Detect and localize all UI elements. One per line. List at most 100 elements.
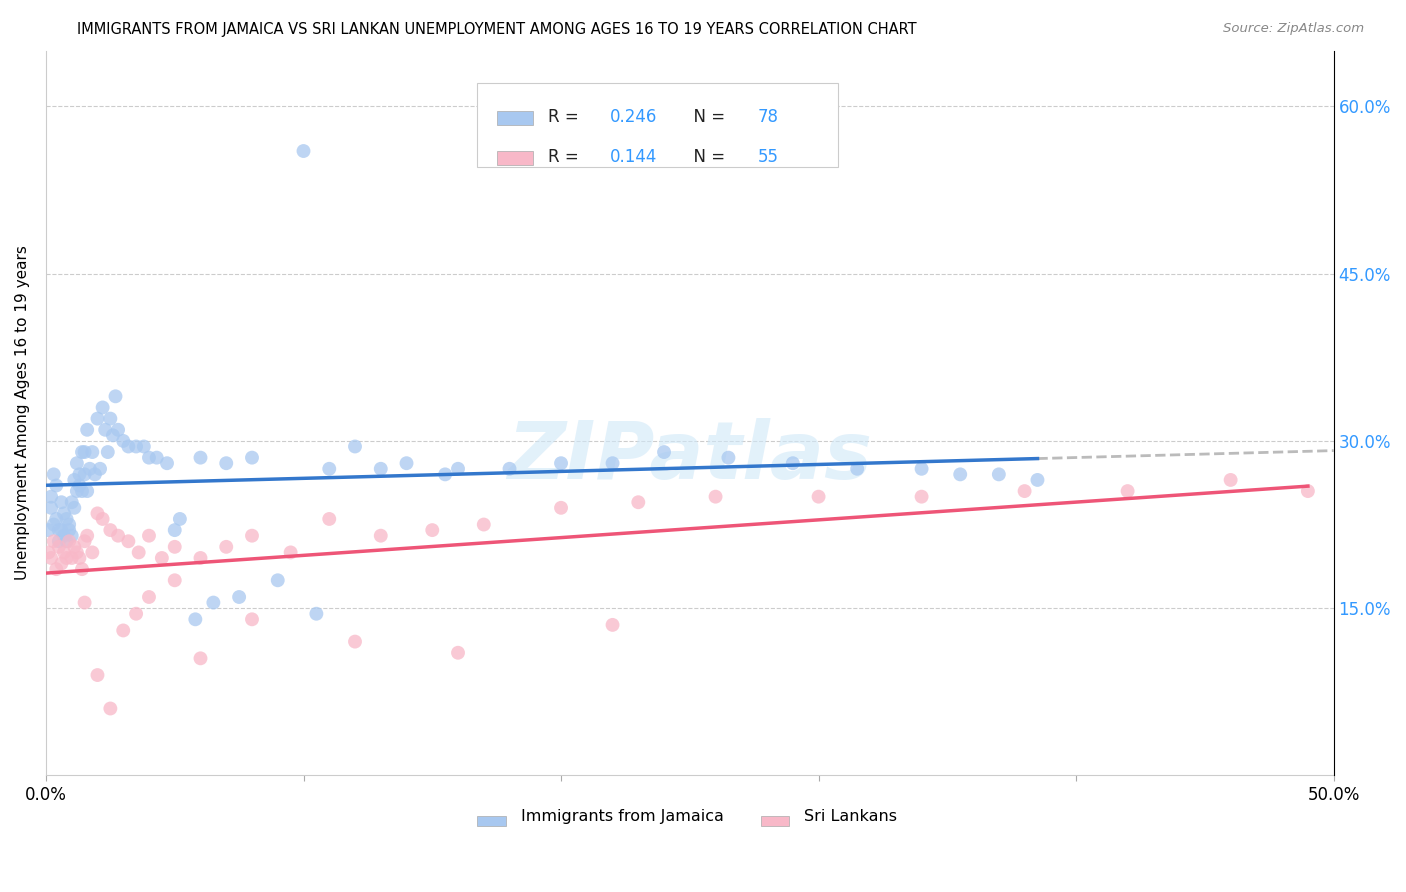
Point — [63, 473, 86, 487]
Point — [1116, 484, 1139, 499]
Point — [58, 517, 80, 532]
Point — [53, 529, 76, 543]
Point — [48, 540, 70, 554]
Point — [73, 596, 96, 610]
Point — [55, 534, 77, 549]
Point — [58, 523, 80, 537]
Text: Immigrants from Jamaica: Immigrants from Jamaica — [522, 809, 724, 824]
Point — [318, 462, 340, 476]
Point — [39, 490, 62, 504]
Point — [910, 490, 932, 504]
Point — [107, 529, 129, 543]
Point — [420, 523, 443, 537]
Text: ZIPatlas: ZIPatlas — [508, 417, 872, 496]
Point — [163, 540, 186, 554]
Point — [69, 467, 91, 482]
Point — [45, 562, 67, 576]
Point — [169, 512, 191, 526]
Point — [190, 450, 212, 465]
Point — [602, 618, 624, 632]
Point — [48, 523, 70, 537]
Point — [627, 495, 650, 509]
Point — [292, 144, 315, 158]
Point — [395, 456, 418, 470]
Point — [69, 551, 91, 566]
Point — [550, 456, 572, 470]
Point — [51, 557, 73, 571]
Point — [145, 450, 167, 465]
Point — [267, 574, 290, 588]
Text: IMMIGRANTS FROM JAMAICA VS SRI LANKAN UNEMPLOYMENT AMONG AGES 16 TO 19 YEARS COR: IMMIGRANTS FROM JAMAICA VS SRI LANKAN UN… — [77, 22, 917, 37]
Point — [76, 529, 98, 543]
Point — [73, 534, 96, 549]
Point — [717, 450, 740, 465]
Point — [602, 456, 624, 470]
Point — [949, 467, 972, 482]
Point — [48, 534, 70, 549]
Point — [370, 462, 392, 476]
Point — [215, 456, 238, 470]
Point — [150, 551, 173, 566]
Point — [184, 612, 207, 626]
Point — [66, 456, 89, 470]
Text: R =: R = — [548, 148, 583, 166]
Point — [60, 495, 83, 509]
Point — [66, 545, 89, 559]
Point — [91, 512, 114, 526]
Point — [107, 423, 129, 437]
Point — [163, 523, 186, 537]
Text: N =: N = — [683, 108, 731, 126]
FancyBboxPatch shape — [478, 83, 838, 167]
Point — [370, 529, 392, 543]
Point — [104, 389, 127, 403]
Text: 0.246: 0.246 — [610, 108, 658, 126]
Point — [318, 512, 340, 526]
Point — [42, 467, 65, 482]
Point — [280, 545, 302, 559]
Point — [45, 512, 67, 526]
Point — [55, 512, 77, 526]
Point — [45, 478, 67, 492]
Point — [60, 551, 83, 566]
Point — [53, 545, 76, 559]
Point — [51, 495, 73, 509]
Point — [228, 590, 250, 604]
Point — [156, 456, 179, 470]
Y-axis label: Unemployment Among Ages 16 to 19 years: Unemployment Among Ages 16 to 19 years — [15, 245, 30, 581]
Point — [550, 500, 572, 515]
Point — [66, 484, 89, 499]
Point — [70, 484, 93, 499]
Point — [128, 545, 150, 559]
Point — [240, 612, 263, 626]
Point — [1219, 473, 1241, 487]
Point — [38, 545, 60, 559]
Point — [112, 624, 135, 638]
Point — [101, 428, 124, 442]
Point — [79, 462, 101, 476]
Bar — [496, 151, 533, 165]
Point — [63, 500, 86, 515]
Point — [215, 540, 238, 554]
Point — [138, 450, 160, 465]
Bar — [478, 816, 506, 826]
Bar — [496, 111, 533, 125]
Point — [39, 500, 62, 515]
Point — [83, 467, 105, 482]
Point — [82, 445, 104, 459]
Point — [82, 545, 104, 559]
Point — [89, 462, 111, 476]
Point — [42, 534, 65, 549]
Point — [138, 529, 160, 543]
Point — [53, 507, 76, 521]
Point — [498, 462, 520, 476]
Point — [1296, 484, 1319, 499]
Point — [987, 467, 1010, 482]
Point — [240, 529, 263, 543]
Point — [305, 607, 328, 621]
Bar — [761, 816, 789, 826]
Point — [70, 445, 93, 459]
Point — [94, 423, 117, 437]
Point — [69, 478, 91, 492]
Point — [86, 411, 108, 425]
Point — [73, 445, 96, 459]
